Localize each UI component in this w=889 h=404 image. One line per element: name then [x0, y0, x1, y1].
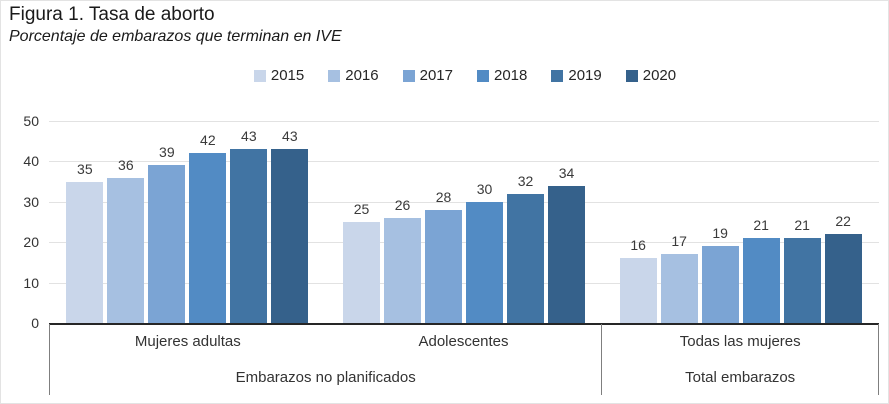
y-tick-label: 30 [23, 193, 39, 210]
y-tick-label: 0 [31, 315, 39, 331]
legend-item-2016: 2016 [328, 67, 379, 84]
legend-swatch-icon [551, 69, 564, 82]
bar-2019: 21 [783, 217, 821, 323]
y-tick-label: 10 [23, 274, 39, 291]
bar-2020: 22 [824, 213, 862, 323]
bar-2016: 26 [384, 197, 421, 323]
bar-value-label: 39 [159, 144, 175, 161]
category-label-2: Adolescentes [418, 333, 509, 351]
legend-swatch-icon [253, 69, 266, 82]
bar-groups: 35 36 39 42 43 43 25 26 28 30 32 34 16 17 19 21 21 22 [49, 121, 879, 323]
y-tick-label: 50 [23, 113, 39, 129]
bar-2015: 35 [66, 161, 104, 323]
legend-label: 2019 [568, 67, 602, 84]
gridline [49, 242, 879, 244]
bar-2015: 25 [343, 201, 380, 323]
bar-2015: 16 [619, 237, 657, 323]
gridline [49, 161, 879, 163]
bar-2020: 43 [271, 128, 309, 323]
legend-label: 2018 [494, 67, 528, 84]
bar-group-3: 16 17 19 21 21 22 [602, 121, 879, 323]
super-category-label-1: Embarazos no planificados [235, 368, 416, 386]
super-category-label-2: Total embarazos [601, 359, 878, 395]
y-tick-label: 20 [23, 234, 39, 251]
legend-item-2017: 2017 [402, 67, 453, 84]
bar-2018: 42 [189, 132, 227, 323]
bar-value-label: 32 [517, 172, 534, 189]
bar-2017: 19 [701, 225, 739, 323]
y-tick-label: 40 [23, 153, 39, 170]
bar-value-label: 30 [476, 180, 493, 197]
bar-2019: 43 [230, 128, 268, 323]
legend-swatch-icon [477, 69, 489, 82]
legend-item-2019: 2019 [551, 67, 602, 84]
bar-value-label: 43 [282, 128, 298, 145]
legend-item-2020: 2020 [625, 67, 677, 84]
bar-value-label: 17 [671, 233, 687, 250]
bar-2018: 21 [742, 217, 780, 323]
bar-2017: 28 [425, 189, 462, 323]
figure-title: Figura 1. Tasa de aborto [9, 4, 215, 25]
legend-label: 2020 [642, 67, 677, 84]
bar-value-label: 25 [353, 201, 370, 217]
bar-2019: 32 [507, 173, 544, 323]
legend-label: 2016 [345, 67, 379, 84]
bar-value-label: 19 [712, 225, 728, 242]
legend-label: 2017 [419, 67, 453, 84]
category-row: Mujeres adultas Adolescentes Todas las muj… [50, 324, 878, 360]
figure-subtitle: Porcentaje de embarazos que terminan en … [9, 28, 342, 45]
bar-group-2: 25 26 28 30 32 34 [326, 121, 603, 323]
bar-value-label: 43 [241, 128, 257, 145]
chart-legend: 2015 2016 2017 2018 2019 2020 [49, 67, 881, 84]
legend-item-2015: 2015 [253, 67, 305, 84]
legend-label: 2015 [270, 67, 305, 84]
category-axis: Mujeres adultas Adolescentes Todas las muj… [49, 324, 879, 395]
legend-swatch-icon [328, 69, 341, 82]
bar-value-label: 16 [630, 237, 646, 254]
legend-swatch-icon [402, 69, 415, 82]
gridline [49, 282, 879, 284]
super-category-row: Embarazos no planificados Total embarazos [50, 359, 878, 395]
bar-value-label: 26 [394, 196, 411, 213]
bar-value-label: 21 [794, 217, 810, 234]
bar-2016: 17 [660, 233, 698, 323]
legend-swatch-icon [625, 69, 638, 82]
bar-2016: 36 [107, 157, 145, 323]
category-label-1: Mujeres adultas [134, 333, 241, 351]
bar-value-label: 36 [118, 156, 134, 173]
bar-value-label: 21 [753, 217, 769, 234]
bar-value-label: 35 [77, 160, 93, 177]
bar-value-label: 28 [435, 188, 452, 205]
gridline [49, 121, 879, 122]
bar-2017: 39 [148, 144, 186, 323]
bar-value-label: 22 [835, 213, 851, 230]
category-label-3: Todas las mujeres [601, 324, 878, 360]
bar-group-1: 35 36 39 42 43 43 [49, 121, 326, 323]
gridline [49, 201, 879, 203]
legend-item-2018: 2018 [477, 67, 527, 84]
bar-2018: 30 [466, 181, 503, 323]
bar-2020: 34 [548, 165, 585, 323]
bar-value-label: 42 [200, 132, 216, 149]
bar-value-label: 34 [558, 164, 575, 181]
plot-area: 35 36 39 42 43 43 25 26 28 30 32 34 16 17 19 21 21 22 [49, 121, 879, 325]
